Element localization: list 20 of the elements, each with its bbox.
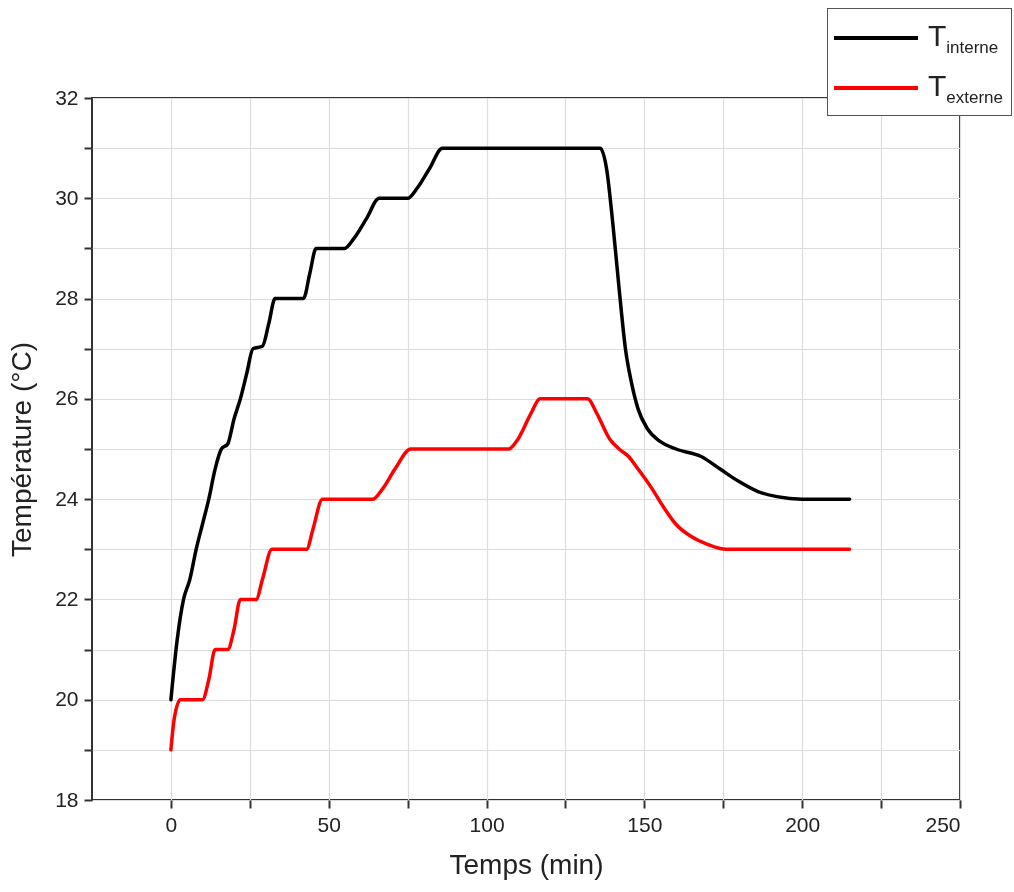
y-tick-label: 32 xyxy=(55,85,79,109)
x-tick-label: 100 xyxy=(469,812,505,836)
line-series xyxy=(169,146,852,702)
y-tick-label: 20 xyxy=(55,687,79,711)
x-tick-label: 50 xyxy=(317,812,341,836)
x-tick-label: 200 xyxy=(785,812,821,836)
y-tick-label: 24 xyxy=(55,486,79,510)
x-tick-label: 250 xyxy=(925,812,961,836)
y-tick-label: 30 xyxy=(55,185,79,209)
line-series xyxy=(169,397,852,752)
y-axis-title: Température (°C) xyxy=(6,341,38,558)
y-tick-label: 26 xyxy=(55,386,79,410)
y-tick-label: 28 xyxy=(55,286,79,310)
legend-label: T$_{externe}$ xyxy=(927,68,1003,108)
x-tick-label: 150 xyxy=(627,812,663,836)
x-axis-title: Temps (min) xyxy=(449,848,604,880)
x-tick-label: 0 xyxy=(165,812,178,836)
legend-label: T$_{interne}$ xyxy=(927,18,999,58)
y-tick-label: 22 xyxy=(55,586,79,610)
y-tick-label: 18 xyxy=(55,787,79,811)
